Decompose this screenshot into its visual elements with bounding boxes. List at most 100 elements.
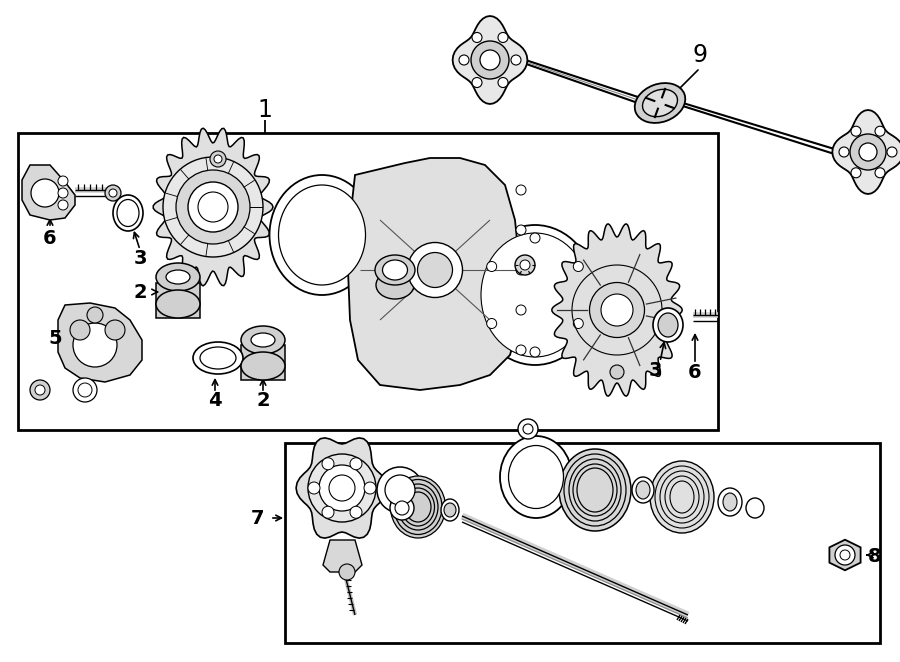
Ellipse shape [481,233,589,357]
Ellipse shape [601,294,633,326]
Ellipse shape [319,465,365,511]
Text: 8: 8 [868,547,882,565]
Ellipse shape [176,170,250,244]
Polygon shape [348,158,520,390]
Circle shape [487,261,497,271]
Circle shape [516,305,526,315]
Ellipse shape [508,446,563,508]
Ellipse shape [117,199,139,226]
Circle shape [78,383,92,397]
Circle shape [390,496,414,520]
Ellipse shape [382,260,408,280]
Ellipse shape [198,192,228,222]
Ellipse shape [375,255,415,285]
Ellipse shape [559,449,631,531]
Ellipse shape [480,50,500,70]
Circle shape [339,564,355,580]
Ellipse shape [444,503,456,517]
Ellipse shape [650,461,714,533]
Circle shape [835,545,855,565]
Text: 2: 2 [256,391,270,410]
Circle shape [875,126,885,136]
Circle shape [516,225,526,235]
Bar [241,345,285,380]
Circle shape [364,482,376,494]
Ellipse shape [269,175,374,295]
Text: 1: 1 [257,98,273,122]
Circle shape [73,323,117,367]
Circle shape [109,189,117,197]
Ellipse shape [471,41,509,79]
Ellipse shape [156,290,200,318]
Circle shape [87,307,103,323]
Ellipse shape [850,134,886,170]
Circle shape [518,419,538,439]
Polygon shape [552,224,682,396]
Circle shape [840,550,850,560]
Circle shape [35,385,45,395]
Circle shape [350,506,362,518]
Ellipse shape [308,454,376,522]
Circle shape [516,185,526,195]
Circle shape [887,147,897,157]
Ellipse shape [632,477,654,503]
Ellipse shape [193,342,243,374]
Ellipse shape [278,185,365,285]
Circle shape [105,185,121,201]
Circle shape [573,261,583,271]
Circle shape [105,320,125,340]
Ellipse shape [241,326,285,354]
Ellipse shape [500,436,572,518]
Circle shape [395,501,409,515]
Circle shape [516,345,526,355]
Polygon shape [22,165,75,220]
Text: 2: 2 [133,283,147,301]
Text: 3: 3 [648,361,662,379]
Circle shape [210,151,226,167]
Text: 6: 6 [43,228,57,248]
Circle shape [58,188,68,198]
Circle shape [610,365,624,379]
Circle shape [350,457,362,470]
Circle shape [573,318,583,328]
Ellipse shape [746,498,764,518]
Ellipse shape [859,143,877,161]
Bar [18,133,718,430]
Ellipse shape [653,308,683,342]
Circle shape [523,424,533,434]
Ellipse shape [113,195,143,231]
Circle shape [322,457,334,470]
Text: 6: 6 [688,363,702,381]
Ellipse shape [723,493,737,511]
Text: 7: 7 [251,508,265,528]
Circle shape [520,260,530,270]
Circle shape [487,318,497,328]
Circle shape [472,77,482,87]
Circle shape [516,265,526,275]
Text: 5: 5 [49,328,62,348]
Ellipse shape [200,347,236,369]
Ellipse shape [590,283,644,338]
Ellipse shape [408,242,463,297]
Circle shape [498,77,508,87]
Circle shape [498,32,508,42]
Text: 9: 9 [692,43,707,67]
Ellipse shape [166,270,190,284]
Circle shape [70,320,90,340]
Ellipse shape [441,499,459,521]
Circle shape [58,200,68,210]
Ellipse shape [156,263,200,291]
Polygon shape [296,438,388,538]
Polygon shape [453,16,527,104]
Ellipse shape [329,475,355,501]
Ellipse shape [718,488,742,516]
Circle shape [530,233,540,243]
Ellipse shape [376,271,414,299]
Circle shape [839,147,849,157]
Circle shape [459,55,469,65]
Ellipse shape [241,352,285,380]
Ellipse shape [163,157,263,257]
Circle shape [30,380,50,400]
Ellipse shape [658,313,678,337]
Circle shape [214,155,222,163]
